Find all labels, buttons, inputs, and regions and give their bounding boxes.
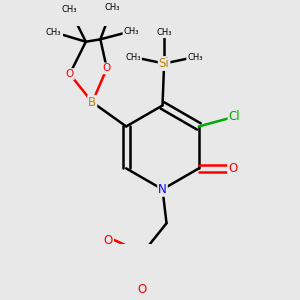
Text: CH₃: CH₃ [187, 52, 203, 62]
Text: CH₃: CH₃ [123, 27, 139, 36]
Text: Si: Si [159, 57, 170, 70]
Text: CH₃: CH₃ [62, 5, 77, 14]
Text: B: B [88, 96, 96, 109]
Text: O: O [104, 235, 113, 248]
Text: O: O [66, 69, 74, 79]
Text: O: O [138, 283, 147, 296]
Text: O: O [103, 63, 111, 74]
Text: N: N [158, 183, 167, 196]
Text: CH₃: CH₃ [156, 28, 172, 38]
Text: O: O [228, 162, 237, 175]
Text: CH₃: CH₃ [126, 52, 141, 62]
Text: Cl: Cl [229, 110, 240, 123]
Text: CH₃: CH₃ [46, 28, 61, 37]
Text: CH₃: CH₃ [105, 3, 120, 12]
